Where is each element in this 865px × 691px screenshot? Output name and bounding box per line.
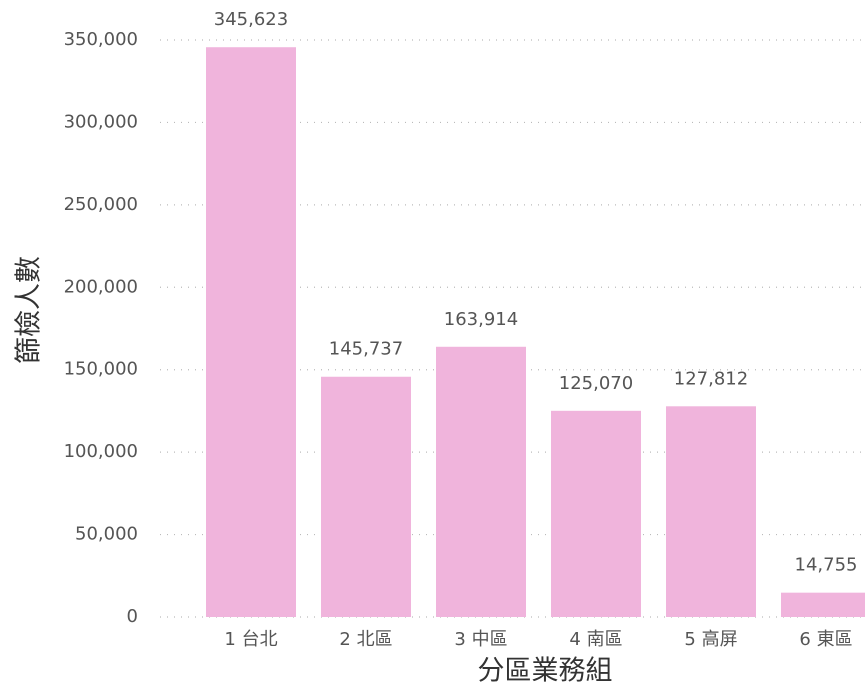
y-tick-label: 100,000 <box>64 441 138 462</box>
x-tick-label: 3 中區 <box>454 629 507 650</box>
bar <box>551 410 641 617</box>
x-tick-label: 6 東區 <box>799 629 852 650</box>
y-tick-label: 0 <box>127 606 138 627</box>
y-tick-label: 250,000 <box>64 194 138 215</box>
y-tick-label: 200,000 <box>64 276 138 297</box>
y-tick-label: 350,000 <box>64 29 138 50</box>
bar <box>781 592 865 617</box>
data-label: 14,755 <box>795 555 858 576</box>
bar <box>436 346 526 617</box>
x-tick-label: 4 南區 <box>569 629 622 650</box>
data-label: 145,737 <box>329 339 403 360</box>
data-label: 127,812 <box>674 368 748 389</box>
x-tick-label: 2 北區 <box>339 629 392 650</box>
y-tick-label: 150,000 <box>64 359 138 380</box>
bar <box>321 376 411 617</box>
y-axis-title: 篩檢人數 <box>14 256 45 364</box>
bar <box>206 47 296 617</box>
x-tick-label: 5 高屏 <box>684 629 737 650</box>
bar <box>666 406 756 617</box>
data-label: 345,623 <box>214 9 288 30</box>
data-label: 163,914 <box>444 309 518 330</box>
y-tick-label: 50,000 <box>75 524 138 545</box>
y-tick-label: 300,000 <box>64 111 138 132</box>
x-axis-title: 分區業務組 <box>478 656 613 687</box>
data-label: 125,070 <box>559 373 633 394</box>
x-tick-label: 1 台北 <box>224 629 277 650</box>
